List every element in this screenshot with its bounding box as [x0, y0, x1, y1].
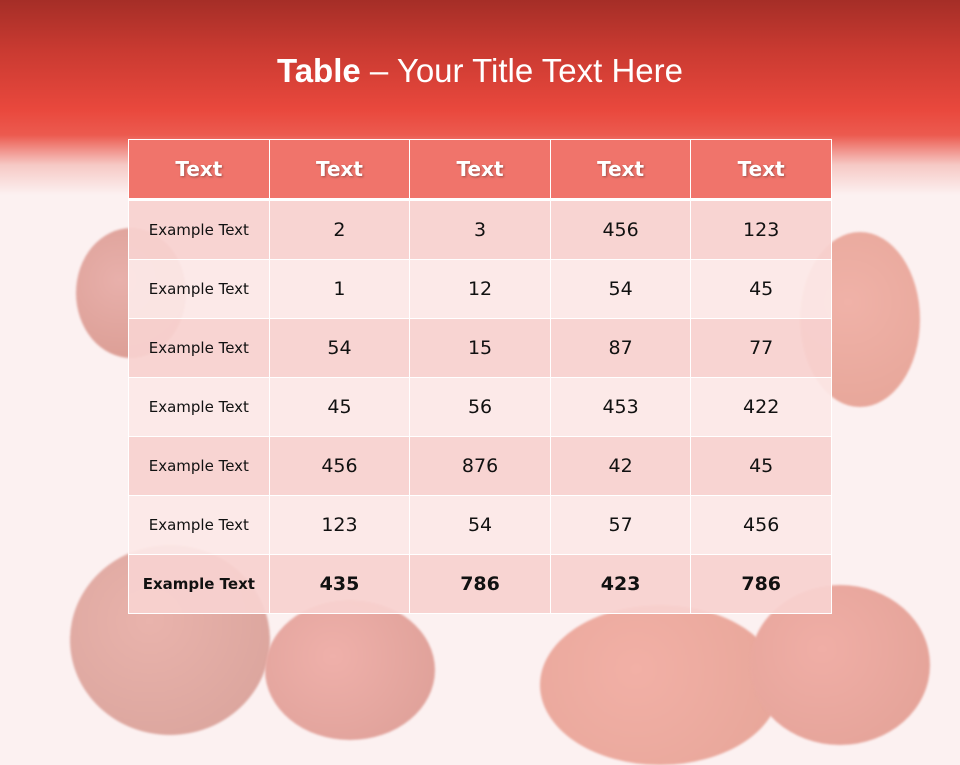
data-table: Text Text Text Text Text Example Text 2 3 4…: [128, 139, 832, 614]
table-row: Example Text 2 3 456 123: [128, 199, 832, 260]
table-cell: 42: [549, 436, 692, 496]
table-cell: 422: [690, 377, 832, 437]
table-cell: 15: [409, 318, 551, 378]
table-cell: 456: [268, 436, 411, 496]
table-row: Example Text 45 56 453 422: [128, 377, 832, 437]
row-label-cell: Example Text: [128, 259, 270, 319]
row-label-cell: Example Text: [128, 495, 270, 555]
table-cell: 123: [268, 495, 411, 555]
table-row: Example Text 1 12 54 45: [128, 259, 832, 319]
table-cell: 57: [549, 495, 692, 555]
table-cell: 453: [549, 377, 692, 437]
table-cell: 1: [268, 259, 411, 319]
table-cell: 12: [409, 259, 551, 319]
row-label-cell: Example Text: [128, 199, 270, 260]
table-cell: 3: [409, 199, 551, 260]
table-cell: 45: [268, 377, 411, 437]
table-total-row: Example Text 435 786 423 786: [128, 554, 832, 614]
column-header: Text: [409, 139, 551, 201]
table-cell: 423: [549, 554, 692, 614]
table-header-row: Text Text Text Text Text: [128, 139, 832, 201]
table-cell: 54: [268, 318, 411, 378]
table-cell: 456: [690, 495, 832, 555]
row-label-cell: Example Text: [128, 554, 270, 614]
table-cell: 54: [409, 495, 551, 555]
table-cell: 56: [409, 377, 551, 437]
table-cell: 45: [690, 259, 832, 319]
mango-image: [540, 605, 780, 765]
table-cell: 123: [690, 199, 832, 260]
column-header: Text: [268, 139, 411, 201]
column-header: Text: [128, 139, 270, 201]
table-cell: 45: [690, 436, 832, 496]
table-row: Example Text 456 876 42 45: [128, 436, 832, 496]
table-cell: 87: [549, 318, 692, 378]
mango-image: [265, 600, 435, 740]
table-cell: 786: [409, 554, 551, 614]
table-row: Example Text 123 54 57 456: [128, 495, 832, 555]
table-cell: 876: [409, 436, 551, 496]
slide-title: Table – Your Title Text Here: [277, 52, 683, 89]
row-label-cell: Example Text: [128, 377, 270, 437]
table-cell: 456: [549, 199, 692, 260]
column-header: Text: [690, 139, 832, 201]
table-cell: 2: [268, 199, 411, 260]
table-cell: 77: [690, 318, 832, 378]
table-cell: 54: [549, 259, 692, 319]
row-label-cell: Example Text: [128, 318, 270, 378]
table-cell: 786: [690, 554, 832, 614]
table-cell: 435: [268, 554, 411, 614]
column-header: Text: [549, 139, 692, 201]
table-row: Example Text 54 15 87 77: [128, 318, 832, 378]
row-label-cell: Example Text: [128, 436, 270, 496]
